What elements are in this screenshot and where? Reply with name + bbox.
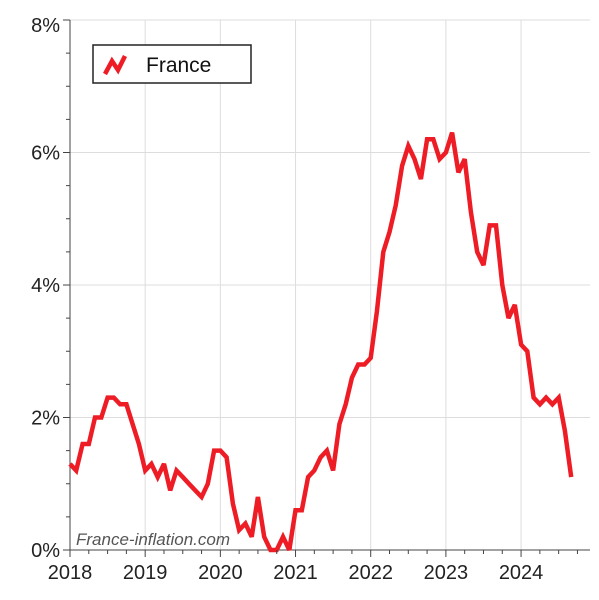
legend-swatch-icon [103,54,128,76]
y-tick-label: 8% [31,15,60,37]
x-axis-ticks: 2018 2019 2020 2021 2022 2023 2024 [48,550,578,584]
y-tick-label: 2% [31,408,60,430]
x-tick-label: 2022 [348,562,393,584]
x-tick-label: 2023 [424,562,469,584]
grid [70,19,590,550]
x-tick-label: 2019 [123,562,168,584]
y-tick-label: 6% [31,143,60,165]
series-layer [68,131,574,553]
legend-label-france: France [146,54,211,77]
x-tick-label: 2018 [48,562,93,584]
series-line-france [68,131,574,553]
x-tick-label: 2021 [273,562,318,584]
x-tick-label: 2024 [499,562,544,584]
watermark: France-inflation.com [76,530,230,549]
y-tick-label: 0% [31,540,60,562]
y-tick-label: 4% [31,275,60,297]
y-axis-ticks: 0% 2% 4% 6% 8% [31,15,70,562]
legend: France [92,44,252,84]
x-tick-label: 2020 [198,562,243,584]
